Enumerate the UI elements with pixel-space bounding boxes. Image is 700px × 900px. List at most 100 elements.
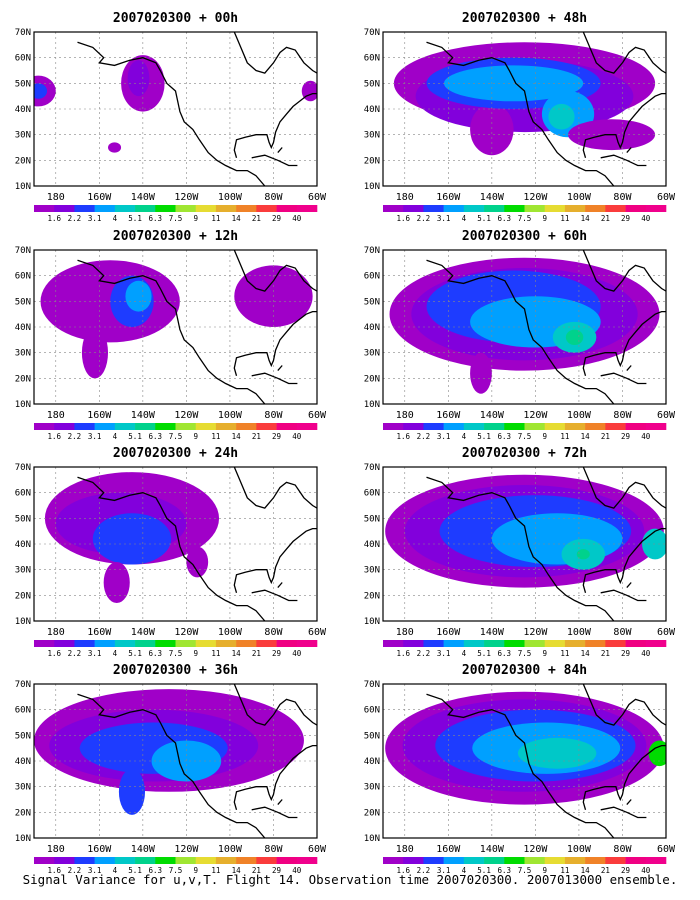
colorbar-swatch xyxy=(585,857,606,864)
colorbar-swatch xyxy=(296,640,318,647)
colorbar-label: 1.6 xyxy=(396,214,410,223)
colorbar-label: 14 xyxy=(581,866,591,875)
colorbar-swatch xyxy=(175,205,197,212)
colorbar-label: 11 xyxy=(560,649,569,658)
x-tick-label: 120W xyxy=(174,627,199,638)
colorbar-swatch xyxy=(645,423,667,430)
colorbar-label: 2.2 xyxy=(68,649,82,658)
variance-region xyxy=(565,329,584,345)
variance-region xyxy=(125,280,152,312)
colorbar-label: 3.1 xyxy=(437,649,451,658)
colorbar-swatch xyxy=(276,205,298,212)
colorbar-swatch xyxy=(645,857,667,864)
y-tick-label: 20N xyxy=(15,374,31,384)
y-tick-label: 30N xyxy=(364,783,380,793)
colorbar-swatch xyxy=(564,857,586,864)
x-tick-label: 80W xyxy=(613,410,632,421)
colorbar-swatch xyxy=(276,857,298,864)
colorbar-swatch xyxy=(463,640,485,647)
colorbar-swatch xyxy=(484,205,505,212)
variance-field xyxy=(34,467,317,621)
colorbar-swatch xyxy=(443,640,465,647)
colorbar-swatch xyxy=(605,640,626,647)
map-frame xyxy=(382,31,667,187)
colorbar-label: 21 xyxy=(601,866,610,875)
map-panel: 2007020300 + 84h 70N 60N 50N 40N 30N 20N 10N 180… xyxy=(364,663,676,875)
coastline xyxy=(426,476,615,621)
colorbar-label: 6.3 xyxy=(498,649,512,658)
x-tick-label: 180 xyxy=(47,627,65,638)
x-tick-label: 100W xyxy=(567,192,592,203)
x-tick-label: 160W xyxy=(436,410,461,421)
y-tick-label: 40N xyxy=(364,105,380,115)
colorbar-swatch xyxy=(463,205,485,212)
colorbar-label: 40 xyxy=(292,432,302,441)
x-tick-label: 60W xyxy=(657,410,676,421)
colorbar-swatch xyxy=(605,857,626,864)
colorbar-label: 5.1 xyxy=(128,866,142,875)
colorbar-swatch xyxy=(423,640,444,647)
colorbar-label: 7.5 xyxy=(169,214,183,223)
colorbar-label: 21 xyxy=(601,649,610,658)
coastline xyxy=(277,147,283,154)
colorbar-swatch xyxy=(195,423,217,430)
colorbar-swatch xyxy=(484,857,505,864)
y-tick-label: 20N xyxy=(15,591,31,601)
colorbar-label: 9 xyxy=(193,866,198,875)
colorbar-label: 29 xyxy=(621,866,630,875)
colorbar-swatch xyxy=(544,857,566,864)
variance-region xyxy=(108,142,122,153)
colorbar-label: 29 xyxy=(272,214,281,223)
map-panel: 2007020300 + 36h 70N 60N 50N 40N 30N 20N 10N 180… xyxy=(15,663,327,875)
y-tick-label: 60N xyxy=(15,54,31,64)
colorbar-label: 3.1 xyxy=(88,649,102,658)
y-tick-label: 50N xyxy=(364,731,380,741)
colorbar-label: 29 xyxy=(621,432,630,441)
variance-region xyxy=(517,737,597,769)
colorbar-swatch xyxy=(403,640,424,647)
colorbar-swatch xyxy=(54,640,75,647)
y-tick-label: 10N xyxy=(15,617,31,627)
variance-field xyxy=(383,250,666,404)
colorbar-swatch xyxy=(544,640,566,647)
x-tick-label: 140W xyxy=(480,192,505,203)
colorbar-label: 3.1 xyxy=(437,214,451,223)
variance-field xyxy=(383,684,666,838)
y-tick-label: 70N xyxy=(15,680,31,690)
y-tick-label: 30N xyxy=(15,131,31,141)
map-frame xyxy=(33,31,318,187)
colorbar-label: 9 xyxy=(193,649,198,658)
colorbar-label: 7.5 xyxy=(518,432,532,441)
colorbar-label: 21 xyxy=(252,866,261,875)
x-tick-label: 180 xyxy=(47,192,65,203)
colorbar-swatch xyxy=(296,423,318,430)
coastline xyxy=(233,310,317,376)
x-tick-label: 120W xyxy=(523,627,548,638)
colorbar-swatch xyxy=(34,423,55,430)
colorbar-label: 6.3 xyxy=(498,432,512,441)
y-tick-label: 30N xyxy=(364,131,380,141)
x-tick-label: 140W xyxy=(480,844,505,855)
map-panel: 2007020300 + 60h 70N 60N 50N 40N 30N 20N 10N 180… xyxy=(364,229,676,441)
colorbar-swatch xyxy=(215,205,237,212)
coastline xyxy=(582,744,666,810)
colorbar-label: 3.1 xyxy=(437,432,451,441)
colorbar-swatch xyxy=(625,857,647,864)
colorbar-swatch xyxy=(564,205,586,212)
y-tick-label: 10N xyxy=(364,182,380,192)
map-panel: 2007020300 + 00h 70N 60N 50N 40N 30N 20N 10N 180… xyxy=(15,11,327,223)
colorbar-label: 40 xyxy=(292,214,302,223)
colorbar-swatch xyxy=(135,857,156,864)
colorbar-label: 40 xyxy=(641,649,651,658)
colorbar-label: 40 xyxy=(292,649,302,658)
colorbar-label: 5.1 xyxy=(128,432,142,441)
colorbar-swatch xyxy=(524,205,546,212)
y-tick-label: 50N xyxy=(364,297,380,307)
colorbar-swatch xyxy=(256,857,277,864)
coastline xyxy=(233,250,317,292)
coastline xyxy=(77,41,266,186)
coastline xyxy=(582,467,666,509)
colorbar-label: 2.2 xyxy=(68,214,82,223)
colorbar-label: 14 xyxy=(232,432,242,441)
colorbar-swatch xyxy=(296,857,318,864)
